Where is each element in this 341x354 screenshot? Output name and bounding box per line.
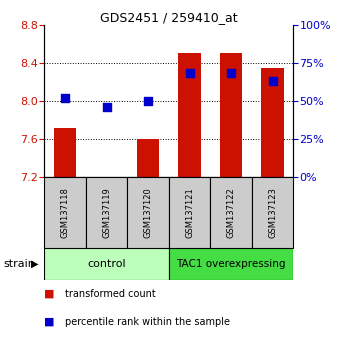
FancyBboxPatch shape	[127, 177, 169, 248]
Text: control: control	[87, 259, 126, 269]
Point	[62, 95, 68, 101]
Bar	[54, 127, 76, 177]
FancyBboxPatch shape	[169, 177, 210, 248]
FancyBboxPatch shape	[210, 177, 252, 248]
Bar	[95, 177, 118, 179]
FancyBboxPatch shape	[252, 177, 293, 248]
Point	[145, 98, 151, 104]
Text: strain: strain	[3, 259, 35, 269]
Text: percentile rank within the sample: percentile rank within the sample	[65, 317, 230, 327]
Text: GSM137118: GSM137118	[61, 187, 70, 238]
FancyBboxPatch shape	[44, 248, 169, 280]
FancyBboxPatch shape	[44, 177, 86, 248]
Bar	[220, 53, 242, 177]
FancyBboxPatch shape	[86, 177, 127, 248]
Point	[228, 71, 234, 76]
Text: GSM137120: GSM137120	[144, 187, 152, 238]
Bar	[137, 139, 160, 177]
Bar	[261, 68, 284, 177]
Text: transformed count: transformed count	[65, 289, 155, 299]
Title: GDS2451 / 259410_at: GDS2451 / 259410_at	[100, 11, 238, 24]
Text: GSM137121: GSM137121	[185, 187, 194, 238]
Bar	[178, 53, 201, 177]
FancyBboxPatch shape	[169, 248, 293, 280]
Text: GSM137119: GSM137119	[102, 187, 111, 238]
Point	[270, 78, 275, 84]
Point	[187, 71, 192, 76]
Text: ▶: ▶	[31, 259, 38, 269]
Point	[104, 104, 109, 110]
Text: GSM137123: GSM137123	[268, 187, 277, 238]
Text: ■: ■	[44, 289, 55, 299]
Text: TAC1 overexpressing: TAC1 overexpressing	[176, 259, 286, 269]
Text: GSM137122: GSM137122	[226, 187, 236, 238]
Text: ■: ■	[44, 317, 55, 327]
